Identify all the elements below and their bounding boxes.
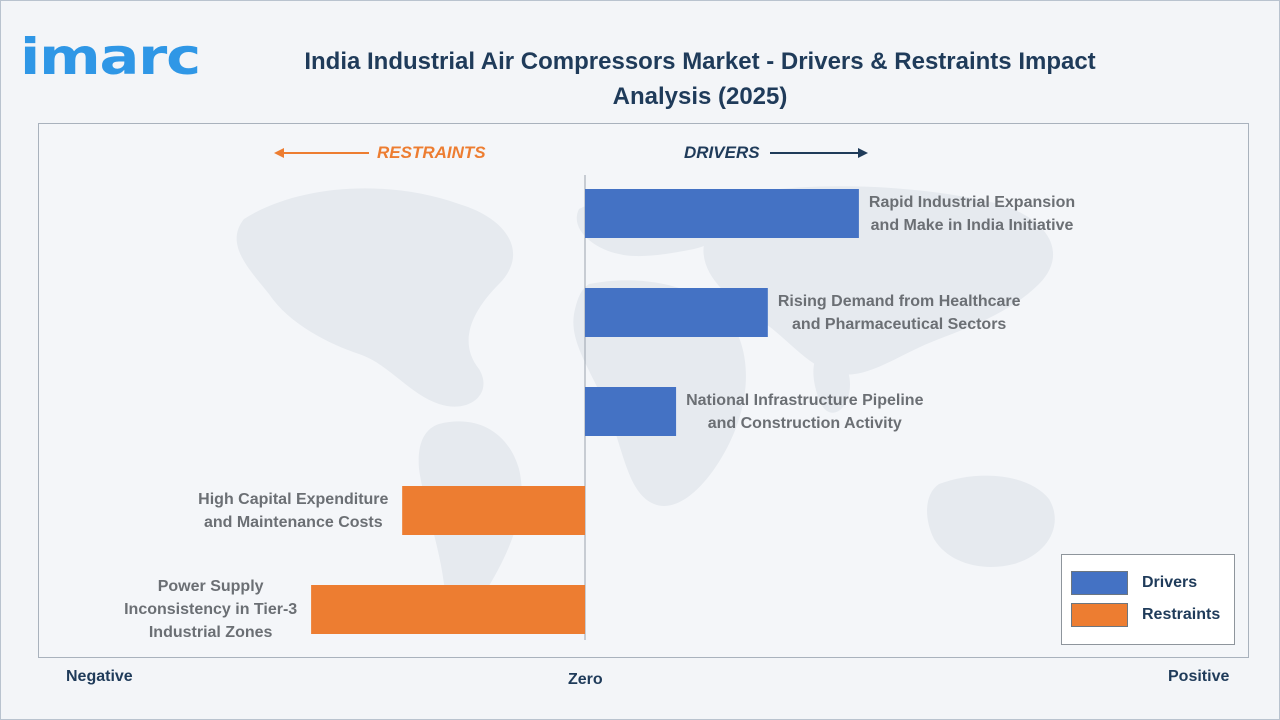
zero-axis-label: Zero — [568, 671, 603, 688]
legend-swatch-drivers — [1071, 571, 1128, 595]
legend-label-restraints: Restraints — [1142, 606, 1221, 623]
restraints-arrow-icon — [274, 148, 369, 158]
chart-legend: Drivers Restraints — [1061, 554, 1235, 645]
legend-item-drivers: Drivers — [1071, 571, 1197, 595]
restraint-bar-label-4: High Capital Expenditure and Maintenance … — [198, 490, 389, 531]
svg-text:imarc: imarc — [20, 28, 200, 82]
driver-bar-label-1: Rapid Industrial Expansion and Make in In… — [868, 193, 1076, 234]
driver-bar-3 — [585, 387, 677, 436]
positive-axis-label: Positive — [1168, 668, 1230, 685]
driver-bar-1 — [585, 189, 859, 238]
restraint-bar-5 — [311, 585, 585, 634]
legend-item-restraints: Restraints — [1071, 603, 1220, 627]
driver-bar-label-3: National Infrastructure Pipeline and Cons… — [686, 391, 924, 432]
driver-bar-2 — [585, 288, 768, 337]
drivers-direction-label: DRIVERS — [684, 143, 760, 162]
chart-title: India Industrial Air Compressors Market … — [304, 48, 1096, 110]
imarc-logo: imarc — [20, 28, 201, 82]
driver-bar-label-2: Rising Demand from Healthcare and Pharmac… — [777, 292, 1021, 333]
restraint-bar-4 — [402, 486, 585, 535]
legend-swatch-restraints — [1071, 603, 1128, 627]
restraint-bar-label-5: Power Supply Inconsistency in Tier-3 Indus… — [124, 578, 298, 641]
legend-label-drivers: Drivers — [1142, 574, 1198, 591]
drivers-arrow-icon — [770, 148, 868, 158]
restraints-direction-label: RESTRAINTS — [377, 143, 486, 162]
negative-axis-label: Negative — [66, 668, 133, 685]
